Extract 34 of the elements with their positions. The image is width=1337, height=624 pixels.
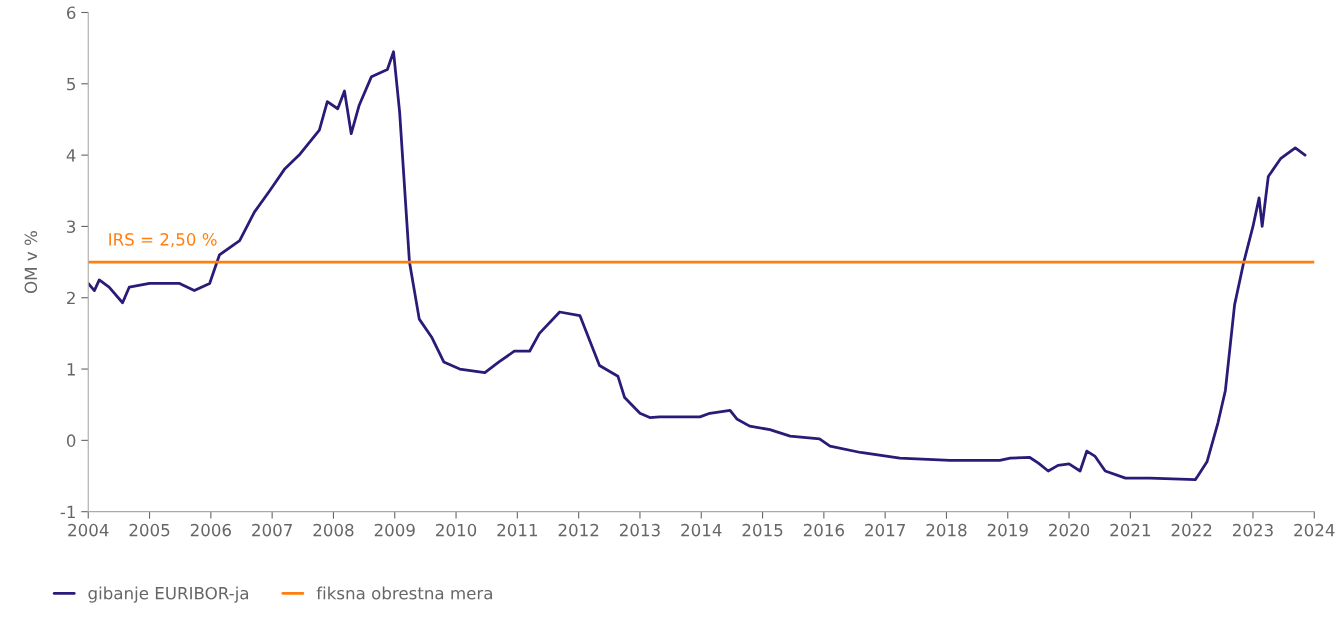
x-tick-label: 2006 — [190, 523, 231, 537]
x-tick-label: 2020 — [1049, 523, 1090, 537]
line-series — [88, 50, 1307, 481]
y-tick-label: 3 — [67, 220, 76, 233]
x-tick-label: 2008 — [313, 523, 354, 537]
x-tick-label: 2019 — [987, 523, 1028, 537]
y-tick-label: 4 — [66, 149, 76, 162]
legend-label: fiksna obrestna mera — [316, 586, 492, 600]
legend-label: gibanje EURIBOR-ja — [88, 586, 249, 603]
y-tick-label: 6 — [67, 6, 76, 20]
y-tick-label: -1 — [60, 505, 75, 519]
x-tick-label: 2018 — [926, 523, 967, 537]
x-tick-label: 2023 — [1232, 523, 1273, 537]
annotation: IRS = 2,50 % — [109, 233, 217, 248]
x-tick-label: 2010 — [436, 523, 477, 537]
y-tick-label: 0 — [66, 434, 76, 447]
x-tick-label: 2012 — [558, 523, 599, 537]
x-tick-label: 2015 — [742, 523, 783, 537]
x-tick-label: 2009 — [374, 523, 415, 537]
x-tick-label: 2011 — [497, 523, 538, 537]
x-tick-label: 2013 — [619, 523, 660, 537]
y-tick-label: 5 — [67, 77, 75, 91]
y-axis-title: OM v % — [24, 231, 38, 294]
x-tick-label: 2004 — [68, 523, 109, 537]
x-tick-label: 2021 — [1110, 523, 1151, 537]
x-tick-label: 2024 — [1294, 523, 1335, 537]
y-tick-label: 1 — [67, 363, 75, 376]
x-tick-label: 2022 — [1171, 523, 1212, 537]
y-tick-label: 2 — [67, 291, 75, 305]
x-tick-label: 2016 — [803, 523, 845, 537]
x-tick-label: 2017 — [865, 523, 905, 537]
x-tick-label: 2005 — [129, 523, 170, 537]
x-tick-label: 2007 — [252, 523, 292, 537]
x-tick-label: 2014 — [681, 523, 722, 537]
